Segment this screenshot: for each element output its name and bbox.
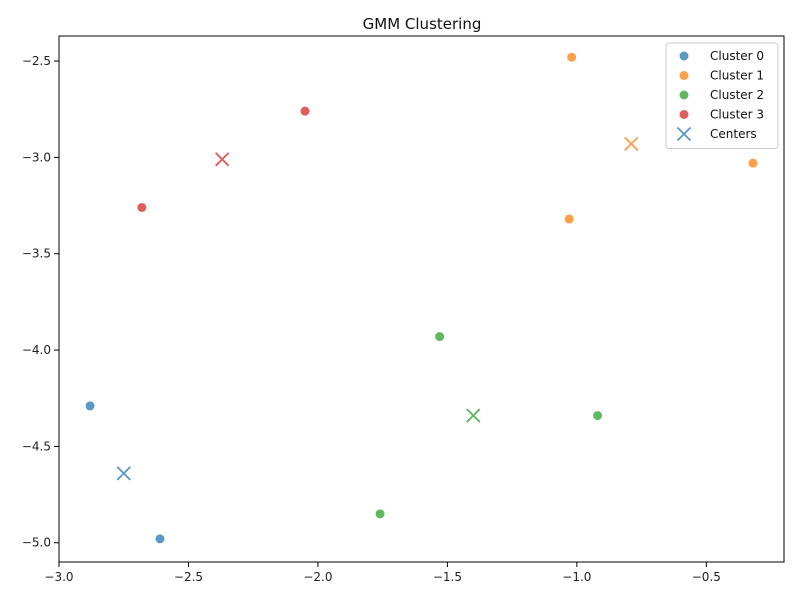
y-tick-label: −3.0 — [22, 150, 51, 164]
chart-title: GMM Clustering — [363, 15, 482, 33]
y-tick-label: −3.5 — [22, 247, 51, 261]
legend-marker — [679, 51, 689, 61]
legend-box — [665, 42, 779, 149]
legend-marker — [679, 90, 689, 100]
x-tick-label: −1.0 — [562, 570, 591, 584]
x-tick-label: −0.5 — [692, 570, 721, 584]
cluster-1-point — [567, 52, 577, 62]
y-tick-label: −4.5 — [22, 439, 51, 453]
center-marker — [624, 136, 639, 152]
cluster-2-point — [435, 332, 445, 342]
cluster-2-point — [375, 509, 385, 519]
x-tick-label: −3.0 — [44, 570, 73, 584]
legend-marker — [679, 71, 689, 80]
cluster-1-point — [748, 158, 758, 168]
center-marker — [116, 466, 131, 481]
cluster-0-point — [85, 401, 95, 411]
x-tick-label: −2.0 — [303, 570, 332, 584]
plot-frame — [58, 35, 785, 563]
center-marker — [214, 152, 230, 167]
legend-marker-x — [676, 126, 692, 142]
legend: Cluster 0 Cluster 1 Cluster 2 Cluster 3 Cent… — [665, 42, 779, 149]
center-marker — [466, 408, 481, 423]
x-tick-label: −1.5 — [433, 570, 462, 584]
data-points — [85, 52, 758, 544]
y-tick-label: −4.0 — [22, 343, 51, 357]
legend-marker — [679, 110, 689, 119]
x-axis: −3.0 −2.5 −2.0 −1.5 −1.0 −0.5 — [44, 562, 721, 584]
cluster-2-point — [593, 411, 603, 421]
legend-label: Cluster 1 — [710, 69, 764, 83]
x-tick-label: −2.5 — [174, 570, 203, 584]
cluster-1-point — [564, 214, 574, 224]
y-axis: −2.5 −3.0 −3.5 −4.0 −4.5 −5.0 — [22, 54, 59, 550]
cluster-0-point — [155, 534, 165, 544]
y-tick-label: −5.0 — [22, 536, 51, 550]
legend-label: Cluster 0 — [710, 49, 764, 63]
legend-label: Centers — [710, 127, 757, 141]
y-tick-label: −2.5 — [22, 54, 51, 68]
legend-label: Cluster 3 — [710, 108, 764, 122]
legend-label: Cluster 2 — [710, 88, 764, 102]
cluster-3-point — [300, 106, 310, 116]
cluster-3-point — [137, 202, 147, 212]
